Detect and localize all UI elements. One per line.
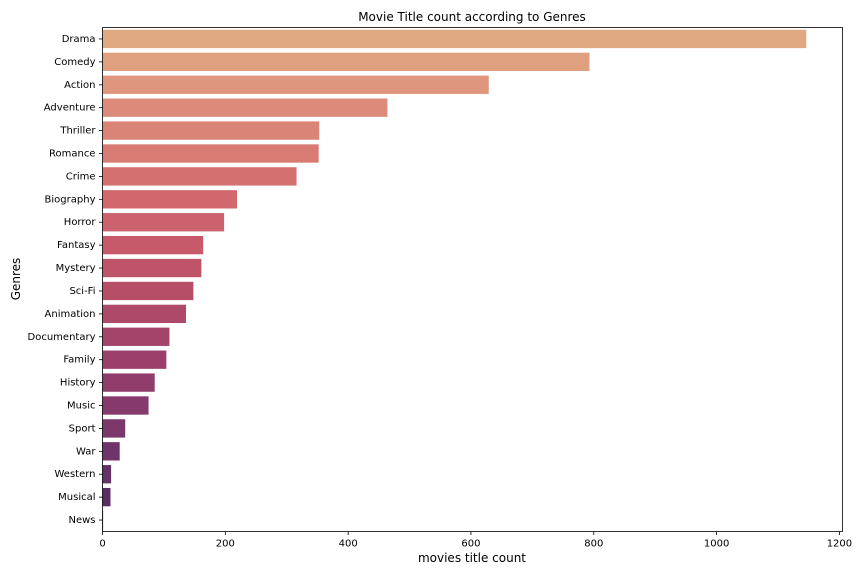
bar-music [102,396,149,415]
x-tick-label: 1000 [704,539,729,550]
y-tick-label: Action [64,80,95,91]
bar-mystery [102,258,202,278]
y-tick-label: Horror [64,217,97,228]
bar-western [102,465,112,484]
y-axis-ticks: Drama Comedy Action Adventure Thriller Romanc… [28,34,103,526]
x-tick-label: 1200 [827,539,852,550]
y-axis-label: Genres [9,258,23,301]
bar-fantasy [102,235,204,255]
y-tick-label: Romance [49,149,95,160]
y-tick-label: Music [67,401,95,412]
y-tick-label: News [68,515,95,526]
y-tick-label: Crime [66,171,96,182]
plot-frame [102,27,843,532]
x-axis-ticks: 0 200 400 600 800 1000 1200 [99,531,852,550]
y-tick-label: History [60,378,96,389]
bar-horror [102,213,225,232]
y-tick-label: Drama [62,34,96,45]
y-tick-label: Mystery [56,263,96,274]
bar-animation [102,304,187,324]
y-tick-label: Adventure [44,103,96,114]
y-tick-label: Fantasy [57,240,96,251]
y-tick-label: Biography [45,194,96,205]
y-tick-label: Comedy [54,57,95,68]
bar-family [102,350,167,369]
bar-action [102,75,489,94]
y-tick-label: War [76,446,96,457]
x-tick-label: 600 [461,539,480,550]
x-tick-label: 0 [99,539,105,550]
x-tick-label: 200 [216,539,235,550]
bar-war [102,442,120,461]
bar-biography [102,190,237,209]
bar-romance [102,144,319,163]
bar-drama [102,29,807,49]
bar-musical [102,487,111,507]
bar-history [102,373,155,392]
bar-documentary [102,327,170,346]
bar-sport [102,419,126,438]
bar-comedy [102,52,590,72]
y-tick-label: Family [63,355,95,366]
bar-adventure [102,98,388,117]
x-tick-label: 800 [584,539,603,550]
bar-thriller [102,121,320,140]
y-tick-label: Sci-Fi [69,286,95,297]
y-tick-label: Musical [58,492,95,503]
chart-title: Movie Title count according to Genres [358,10,586,24]
x-axis-label: movies title count [418,551,526,565]
y-tick-label: Documentary [28,332,96,343]
bar-sci-fi [102,281,194,301]
x-tick-label: 400 [339,539,358,550]
y-tick-label: Animation [45,309,96,320]
y-tick-label: Thriller [59,126,96,137]
y-tick-label: Sport [69,423,96,434]
bars [102,29,807,530]
bar-crime [102,167,297,186]
y-tick-label: Western [54,469,95,480]
